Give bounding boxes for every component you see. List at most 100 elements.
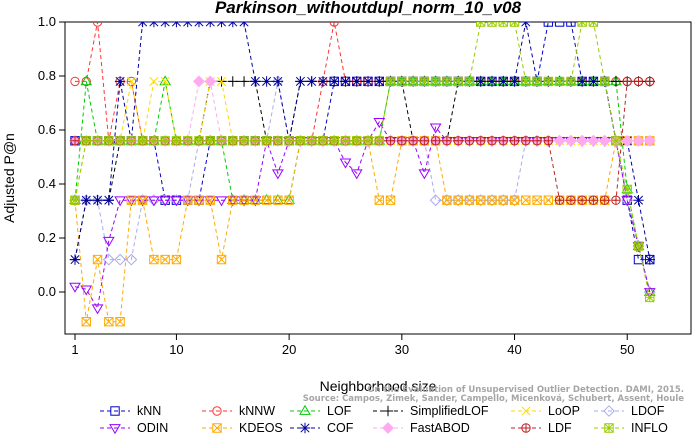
- legend-label-knnw: kNNW: [239, 404, 275, 418]
- data-point-inflo: [250, 136, 261, 146]
- data-point-inflo: [397, 76, 407, 87]
- y-tick-label: 0.6: [38, 122, 56, 137]
- series-inflo: [70, 22, 655, 303]
- data-point-ldf: [464, 136, 475, 146]
- series-line-inflo: [74, 22, 651, 298]
- data-point-ldof: [441, 194, 453, 207]
- data-point-ldf: [622, 76, 632, 87]
- data-point-knn: [554, 22, 565, 27]
- data-point-odin: [102, 236, 115, 247]
- data-point-kdeos: [521, 195, 531, 205]
- data-point-loop: [126, 76, 136, 86]
- legend-swatch-marker: [521, 423, 531, 433]
- data-point-fastabod: [204, 75, 217, 88]
- data-point-lof: [283, 194, 296, 205]
- x-tick-label: 30: [395, 342, 409, 357]
- data-point-ldof: [125, 253, 138, 266]
- data-point-cof: [81, 195, 92, 206]
- data-point-kdeos: [442, 195, 452, 205]
- data-point-ldf: [509, 136, 520, 146]
- data-point-kdeos: [464, 195, 475, 205]
- data-point-ldf: [633, 76, 644, 87]
- legend-swatch-marker: [603, 405, 615, 417]
- data-point-kdeos: [216, 254, 227, 265]
- data-point-simplifiedlof: [238, 76, 250, 87]
- data-point-inflo: [645, 292, 655, 303]
- data-point-cof: [329, 76, 340, 87]
- data-point-loop: [216, 76, 227, 86]
- legend-swatch-marker: [299, 404, 311, 415]
- data-point-inflo: [149, 136, 159, 146]
- data-point-odin: [249, 196, 262, 207]
- data-point-inflo: [430, 76, 441, 87]
- legend-swatch-marker: [109, 424, 121, 434]
- legend-swatch-marker: [382, 422, 394, 434]
- data-point-inflo: [273, 136, 283, 146]
- data-point-cof: [205, 22, 216, 28]
- data-point-cof: [103, 195, 115, 206]
- data-point-cof: [92, 195, 103, 206]
- data-point-odin: [350, 169, 363, 180]
- data-point-inflo: [611, 136, 621, 146]
- data-point-kdeos: [374, 195, 384, 205]
- legend-item-ldf: LDF: [511, 421, 572, 434]
- data-point-knnw: [92, 22, 103, 27]
- data-point-cof: [216, 22, 227, 28]
- legend-swatch-marker: [299, 422, 311, 434]
- series-line-kdeos: [74, 140, 650, 323]
- data-point-ldof: [508, 194, 521, 207]
- data-point-cof: [362, 76, 374, 87]
- data-point-kdeos: [205, 195, 215, 205]
- data-point-knn: [566, 22, 576, 27]
- legend-label-knn: kNN: [137, 404, 161, 418]
- data-point-cof: [137, 22, 148, 28]
- data-point-cof: [498, 76, 509, 87]
- plot-area-frame: [64, 21, 692, 335]
- data-point-ldf: [611, 195, 621, 205]
- data-point-inflo: [352, 136, 362, 146]
- data-point-kdeos: [273, 195, 283, 205]
- data-point-kdeos: [532, 195, 542, 205]
- legend-swatch-marker: [382, 405, 394, 417]
- data-point-kdeos: [160, 254, 170, 265]
- data-point-cof: [193, 22, 205, 28]
- data-point-knnw: [329, 22, 339, 27]
- data-point-odin: [125, 196, 138, 207]
- data-point-odin: [339, 158, 352, 169]
- data-point-ldof: [463, 194, 476, 207]
- legend-label-cof: COF: [327, 421, 354, 434]
- data-point-knnw: [126, 76, 137, 87]
- data-point-kdeos: [194, 195, 204, 205]
- data-point-cof: [250, 76, 261, 87]
- data-point-fastabod: [587, 134, 600, 147]
- data-point-cof: [171, 22, 182, 28]
- data-point-inflo: [70, 195, 80, 205]
- data-point-odin: [373, 118, 386, 129]
- data-point-kdeos: [137, 195, 148, 205]
- data-point-lof: [238, 194, 250, 205]
- data-point-cof: [633, 195, 644, 206]
- data-point-kdeos: [81, 317, 91, 327]
- data-point-odin: [114, 196, 126, 207]
- legend-swatch-marker: [212, 423, 222, 433]
- data-point-kdeos: [149, 254, 159, 265]
- data-point-odin: [159, 196, 172, 207]
- data-point-cof: [351, 76, 362, 87]
- legend-item-lof: LOF: [290, 404, 352, 418]
- series-simplifiedlof: [69, 76, 655, 265]
- legend-swatch-marker: [110, 406, 120, 416]
- data-point-inflo: [543, 76, 554, 87]
- data-point-inflo: [532, 76, 542, 87]
- data-point-ldf: [554, 195, 565, 205]
- data-point-ldf: [577, 195, 587, 205]
- data-point-inflo: [171, 136, 182, 146]
- legend-label-ldf: LDF: [548, 421, 572, 434]
- data-point-inflo: [205, 136, 215, 146]
- data-point-kdeos: [126, 195, 137, 205]
- data-point-inflo: [633, 241, 644, 251]
- legend-label-kdeos: KDEOS: [239, 421, 283, 434]
- data-point-cof: [486, 76, 498, 87]
- data-point-lof: [226, 194, 239, 205]
